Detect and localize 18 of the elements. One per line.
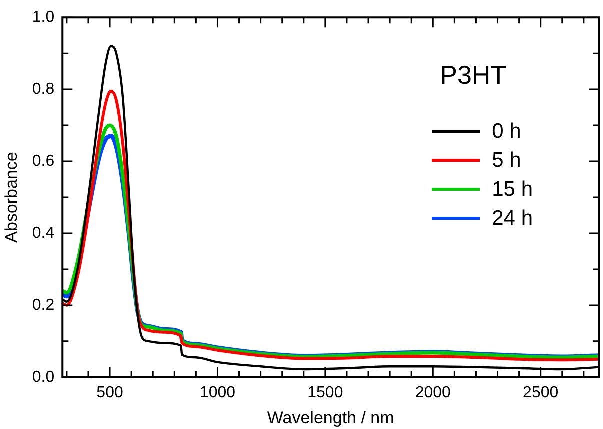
y-tick-label: 0.6 (32, 152, 55, 170)
y-tick-label: 0.0 (32, 368, 55, 386)
y-tick-label: 0.8 (32, 80, 55, 98)
x-tick-label: 1500 (308, 384, 344, 402)
x-tick-label: 2500 (523, 384, 559, 402)
x-tick-label: 1000 (200, 384, 236, 402)
legend-title: P3HT (440, 60, 508, 91)
legend-label: 24 h (492, 206, 533, 230)
legend-label: 15 h (492, 178, 533, 202)
y-axis-title: Absorbance (2, 152, 21, 243)
y-tick-label: 0.2 (32, 296, 55, 314)
x-axis-title: Wavelength / nm (267, 408, 394, 428)
y-tick-label: 0.4 (32, 224, 55, 242)
x-tick-label: 500 (96, 384, 124, 402)
legend-label: 5 h (492, 148, 522, 172)
legend-label: 0 h (492, 120, 522, 144)
y-tick-label: 1.0 (32, 9, 55, 26)
x-tick-label: 2000 (415, 384, 452, 402)
